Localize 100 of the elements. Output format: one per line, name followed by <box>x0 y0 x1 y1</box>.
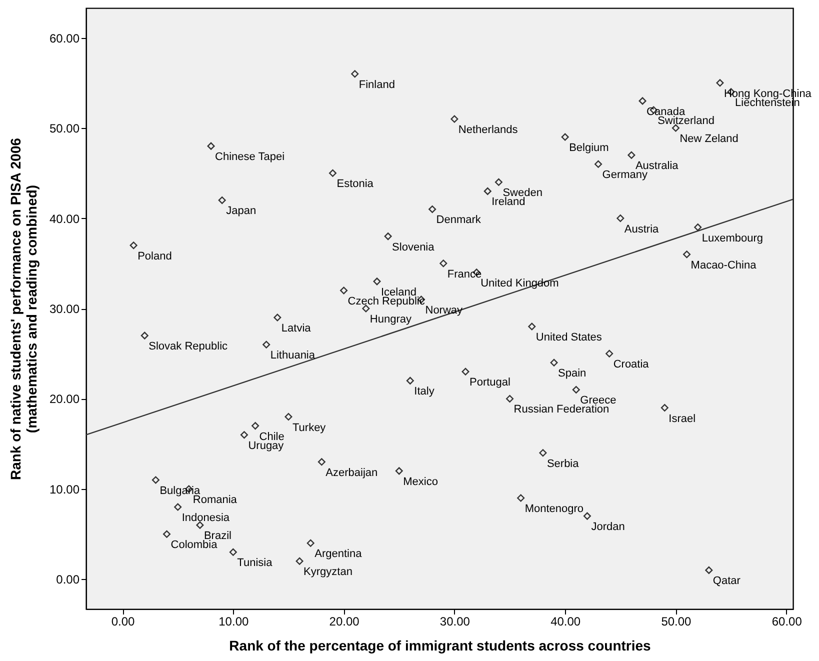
point <box>583 512 591 520</box>
annotation: Russian Federation <box>514 404 610 416</box>
point <box>594 160 602 168</box>
annotation: Slovak Republic <box>148 340 228 353</box>
point <box>705 566 713 574</box>
annotation: Norway <box>425 304 464 316</box>
point <box>284 413 292 421</box>
point <box>550 358 558 366</box>
point <box>174 503 182 511</box>
point <box>384 232 392 240</box>
point <box>140 332 148 340</box>
annotation: Tunisia <box>237 557 274 570</box>
annotation: Switzerland <box>658 114 714 127</box>
x-tick-label: 10.00 <box>218 614 249 628</box>
point <box>606 350 614 358</box>
point <box>196 521 204 529</box>
point <box>240 431 248 439</box>
annotation: New Zeland <box>680 133 738 146</box>
annotation: Belgium <box>569 142 609 154</box>
annotation: Finland <box>358 78 395 91</box>
annotation: Kyrgyztan <box>304 566 352 578</box>
point <box>328 169 336 177</box>
annotation: United States <box>536 332 602 344</box>
point <box>716 79 724 87</box>
point <box>484 187 492 195</box>
annotation: Portugal <box>470 376 510 389</box>
x-axis-title: Rank of the percentage of immigrant students across countries <box>229 638 652 654</box>
point <box>296 557 304 565</box>
point <box>683 250 691 258</box>
point <box>628 151 636 159</box>
point <box>616 214 624 222</box>
point <box>373 278 381 286</box>
point <box>506 394 514 402</box>
y-tick-label: 50.00 <box>49 122 80 136</box>
x-tick-label: 40.00 <box>550 614 581 628</box>
point <box>340 286 348 294</box>
annotation: Montenogro <box>524 503 584 516</box>
point <box>351 70 359 78</box>
point <box>528 322 536 330</box>
annotation: Jordan <box>591 521 625 534</box>
x-tick-label: 50.00 <box>661 614 692 628</box>
annotation: Macao-China <box>690 259 758 272</box>
point <box>428 205 436 213</box>
point <box>395 467 403 475</box>
annotation: Indonesia <box>182 512 230 524</box>
annotation: Austria <box>624 223 660 236</box>
point <box>207 142 215 150</box>
point <box>572 386 580 394</box>
x-tick-label: 30.00 <box>440 614 470 628</box>
y-tick-label: 20.00 <box>49 392 80 406</box>
annotation: Czech Republic <box>348 295 426 308</box>
annotation: Japan <box>226 205 256 218</box>
annotation: Colombia <box>170 539 218 552</box>
point <box>450 115 458 123</box>
y-tick-label: 40.00 <box>49 212 80 226</box>
point <box>218 196 226 204</box>
point <box>229 548 237 556</box>
y-axis-title: Rank of native students' performance on PISA 2006 (mathematics and reading combined) <box>7 138 40 480</box>
annotation: Netherlands <box>458 124 518 136</box>
point <box>462 368 470 376</box>
point <box>163 530 171 538</box>
annotation: France <box>447 268 482 280</box>
point <box>638 97 646 105</box>
annotation: Ireland <box>492 196 526 208</box>
point <box>262 340 270 348</box>
point <box>440 260 448 268</box>
annotation: Chinese Tapei <box>215 151 285 164</box>
annotation: Qatar <box>712 575 741 588</box>
x-tick-label: 20.00 <box>329 614 360 628</box>
x-tick-label: 0.00 <box>111 614 136 628</box>
annotation: Spain <box>558 368 586 380</box>
annotation: Slovenia <box>392 241 436 254</box>
point <box>694 224 702 232</box>
annotation: Hungray <box>370 314 412 326</box>
annotation: Israel <box>668 412 696 425</box>
y-tick-label: 60.00 <box>49 31 80 46</box>
annotation: Croatia <box>613 358 650 371</box>
point <box>517 494 525 502</box>
annotation: Estonia <box>336 178 374 190</box>
point <box>406 376 414 384</box>
annotation: Mexico <box>403 476 438 488</box>
annotation: Poland <box>138 250 172 262</box>
annotation: Serbia <box>546 458 580 470</box>
annotation: Lithuania <box>270 350 316 362</box>
point <box>252 422 260 430</box>
point <box>274 314 282 322</box>
annotation: Italy <box>414 386 435 398</box>
annotation: Latvia <box>281 322 312 335</box>
point <box>494 178 502 186</box>
x-tick-label: 60.00 <box>772 614 802 628</box>
point <box>152 476 160 484</box>
point <box>362 304 370 312</box>
annotation: Denmark <box>436 214 482 226</box>
point <box>306 539 314 547</box>
point <box>660 404 668 412</box>
y-tick-label: 30.00 <box>49 302 80 316</box>
annotation: Argentina <box>314 548 363 560</box>
point <box>130 242 138 250</box>
point <box>539 449 547 457</box>
point <box>318 458 326 466</box>
